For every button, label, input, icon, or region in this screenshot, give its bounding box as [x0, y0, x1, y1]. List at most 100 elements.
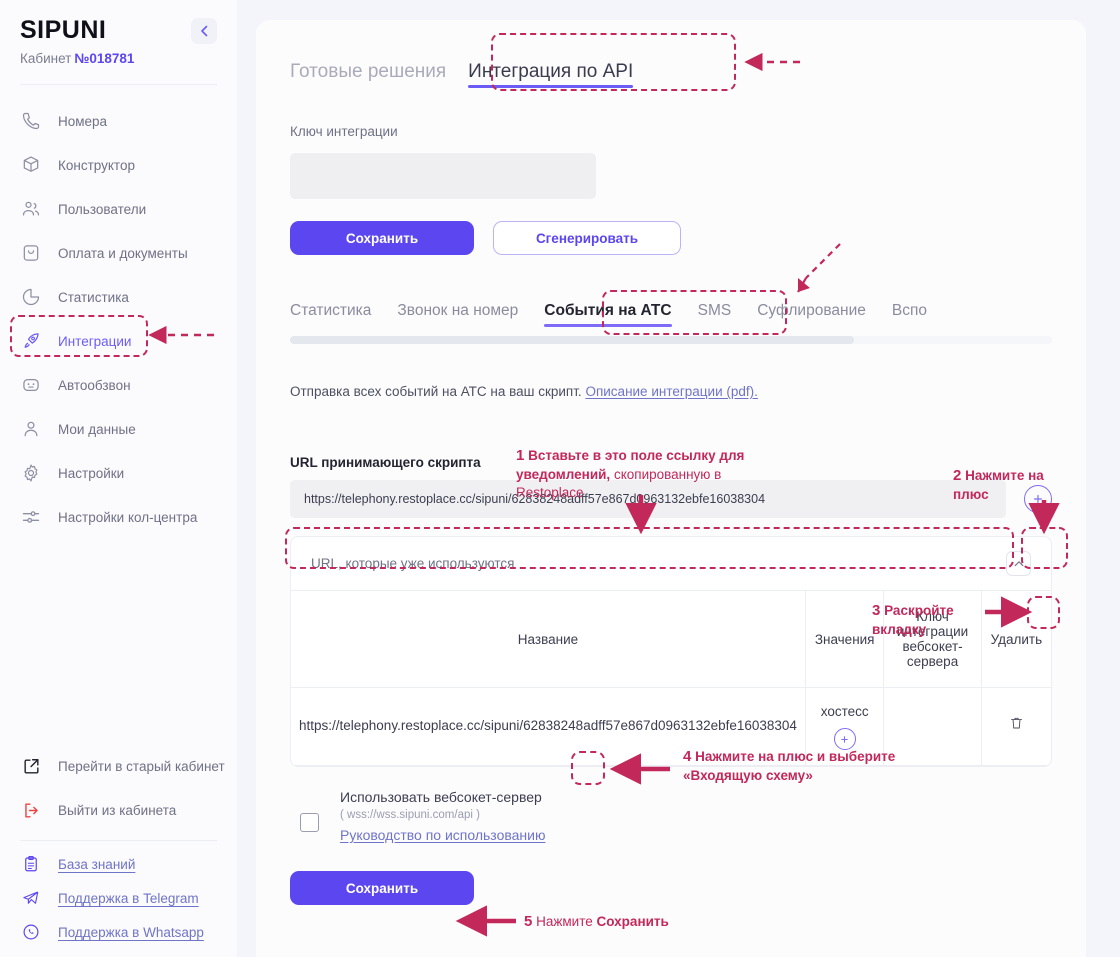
- sub-tabs: Статистика Звонок на номер События на АТ…: [290, 293, 1052, 327]
- cabinet-label: Кабинет: [20, 51, 72, 66]
- sidebar-item-label: Интеграции: [58, 333, 132, 349]
- sidebar-item-label: Автообзвон: [58, 377, 131, 393]
- used-urls-table: Название Значения Ключ интеграции вебсок…: [291, 590, 1051, 766]
- sidebar-item-label: Номера: [58, 113, 108, 129]
- sidebar-bottom: Перейти в старый кабинет Выйти из кабине…: [0, 744, 237, 957]
- main-area: Готовые решения Интеграция по API Ключ и…: [237, 0, 1120, 957]
- sidebar-divider: [20, 84, 217, 85]
- robot-icon: [20, 374, 42, 396]
- sidebar-divider-bottom: [20, 840, 217, 841]
- integration-description-link[interactable]: Описание интеграции (pdf).: [585, 384, 758, 399]
- subtab-vspomogatelnoe[interactable]: Вспо: [891, 302, 927, 319]
- websocket-checkbox-row: Использовать вебсокет-сервер ( wss://wss…: [290, 789, 1052, 845]
- sidebar-item-nastroyki-kol-centra[interactable]: Настройки кол-центра: [0, 495, 237, 539]
- sidebar-item-label: Пользователи: [58, 201, 147, 217]
- sidebar-nav: Номера Конструктор Пользователи Оплата и…: [0, 85, 237, 539]
- generate-button[interactable]: Сгенерировать: [493, 221, 681, 255]
- wallet-icon: [20, 242, 42, 264]
- phone-icon: [20, 110, 42, 132]
- sidebar-link-label: База знаний: [58, 856, 136, 872]
- websocket-label: Использовать вебсокет-сервер: [340, 789, 542, 805]
- cell-values: хостесс: [804, 687, 884, 766]
- cell-value-text: хостесс: [820, 704, 869, 719]
- sidebar-link-knowledge-base[interactable]: База знаний: [0, 847, 237, 881]
- sidebar-item-integracii[interactable]: Интеграции: [0, 319, 237, 363]
- sidebar-item-nastroyki[interactable]: Настройки: [0, 451, 237, 495]
- sidebar-item-label: Перейти в старый кабинет: [58, 758, 225, 774]
- cell-url-name: https://telephony.restoplace.cc/sipuni/6…: [291, 687, 806, 766]
- sidebar-item-label: Мои данные: [58, 421, 136, 437]
- sidebar-item-label: Настройки: [58, 465, 125, 481]
- save-button[interactable]: Сохранить: [290, 221, 474, 255]
- subtab-suflirovanie[interactable]: Суфлирование: [757, 302, 866, 319]
- description-sentence: Отправка всех событий на АТС на ваш скри…: [290, 384, 582, 399]
- sidebar: SIPUNI Кабинет №018781 Номера Конструктор: [0, 0, 237, 957]
- sidebar-item-old-cabinet[interactable]: Перейти в старый кабинет: [0, 744, 237, 788]
- cube-icon: [20, 154, 42, 176]
- description-text: Отправка всех событий на АТС на ваш скри…: [290, 384, 1052, 399]
- sidebar-item-konstruktor[interactable]: Конструктор: [0, 143, 237, 187]
- cabinet-info: Кабинет №018781: [0, 45, 237, 66]
- scrollbar-thumb[interactable]: [290, 336, 854, 344]
- sidebar-item-oplata[interactable]: Оплата и документы: [0, 231, 237, 275]
- websocket-sublabel: ( wss://wss.sipuni.com/api ): [340, 809, 480, 821]
- subtab-zvonok-na-nomer[interactable]: Звонок на номер: [397, 302, 519, 319]
- column-header-websocket-key: Ключ интеграции вебсокет-сервера: [883, 590, 982, 688]
- integration-key-input[interactable]: [290, 153, 596, 199]
- chevron-up-icon[interactable]: [1006, 551, 1031, 576]
- sidebar-link-telegram[interactable]: Поддержка в Telegram: [0, 881, 237, 915]
- cabinet-number: №018781: [74, 51, 135, 66]
- used-urls-header: URL, которые уже используются: [291, 537, 1051, 590]
- sidebar-item-logout[interactable]: Выйти из кабинета: [0, 788, 237, 832]
- horizontal-scrollbar[interactable]: [290, 336, 1052, 344]
- sidebar-item-label: Конструктор: [58, 157, 135, 173]
- sidebar-link-whatsapp[interactable]: Поддержка в Whatsapp: [0, 915, 237, 949]
- person-icon: [20, 418, 42, 440]
- sidebar-item-avtoobzvon[interactable]: Автообзвон: [0, 363, 237, 407]
- websocket-checkbox[interactable]: [300, 813, 319, 832]
- sidebar-header: SIPUNI: [0, 0, 237, 45]
- table-row: https://telephony.restoplace.cc/sipuni/6…: [291, 687, 1051, 766]
- sidebar-item-label: Статистика: [58, 289, 129, 305]
- sidebar-item-nomera[interactable]: Номера: [0, 99, 237, 143]
- content-card: Готовые решения Интеграция по API Ключ и…: [256, 20, 1086, 957]
- cell-websocket-key: [883, 687, 982, 766]
- table-header: Название Значения Ключ интеграции вебсок…: [291, 590, 1051, 688]
- save-bottom-button[interactable]: Сохранить: [290, 871, 474, 905]
- plus-circle-icon[interactable]: [1024, 485, 1052, 513]
- url-field-label: URL принимающего скрипта: [290, 455, 481, 470]
- column-header-name: Название: [291, 590, 806, 688]
- sidebar-link-label: Поддержка в Telegram: [58, 890, 199, 906]
- sidebar-item-statistika[interactable]: Статистика: [0, 275, 237, 319]
- sidebar-item-polzovateli[interactable]: Пользователи: [0, 187, 237, 231]
- subtab-statistika[interactable]: Статистика: [290, 302, 372, 319]
- chevron-left-icon[interactable]: [191, 17, 217, 44]
- logout-icon: [20, 799, 42, 821]
- tab-gotovye-resheniya[interactable]: Готовые решения: [290, 61, 447, 82]
- key-actions: Сохранить Сгенерировать: [290, 221, 1052, 255]
- plus-circle-icon[interactable]: [833, 728, 856, 751]
- users-icon: [20, 198, 42, 220]
- whatsapp-icon: [20, 923, 42, 941]
- subtab-sobytiya-na-ats[interactable]: События на АТС: [544, 302, 672, 327]
- brand-logo: SIPUNI: [20, 16, 107, 44]
- subtab-sms[interactable]: SMS: [697, 302, 732, 319]
- websocket-guide-link[interactable]: Руководство по использованию: [340, 827, 546, 843]
- cell-delete: [980, 687, 1051, 766]
- url-input[interactable]: [290, 480, 1006, 518]
- telegram-icon: [20, 889, 42, 907]
- gear-icon: [20, 462, 42, 484]
- external-link-icon: [20, 755, 42, 777]
- top-tabs: Готовые решения Интеграция по API: [290, 48, 1052, 88]
- trash-icon[interactable]: [1009, 717, 1024, 735]
- websocket-checkbox-text: Использовать вебсокет-сервер ( wss://wss…: [340, 789, 545, 845]
- key-field-label: Ключ интеграции: [290, 124, 398, 139]
- tab-integraciya-po-api[interactable]: Интеграция по API: [468, 61, 634, 88]
- sidebar-item-moi-dannye[interactable]: Мои данные: [0, 407, 237, 451]
- clipboard-icon: [20, 855, 42, 873]
- used-urls-panel: URL, которые уже используются Название З…: [290, 536, 1052, 767]
- column-header-delete: Удалить: [980, 590, 1051, 688]
- used-urls-title: URL, которые уже используются: [311, 556, 515, 571]
- table-header-row: Название Значения Ключ интеграции вебсок…: [291, 590, 1051, 688]
